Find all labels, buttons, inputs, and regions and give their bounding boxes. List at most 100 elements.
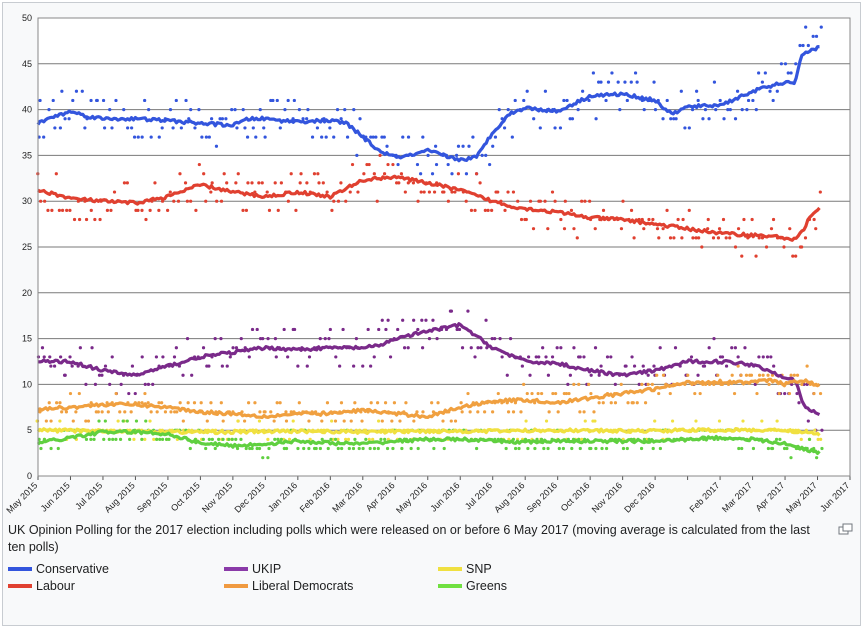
poll-dot [446,162,450,167]
poll-dot [263,410,267,414]
poll-dot [267,446,271,451]
poll-dot [604,98,608,103]
poll-dot [599,364,603,368]
poll-dot [432,190,437,194]
y-tick-label: 15 [22,334,32,344]
poll-dot [339,181,343,185]
poll-dot [114,391,118,396]
poll-dot [757,373,762,377]
poll-dot [279,181,283,185]
chart-container: 0 5 10 15 20 25 30 35 40 45 50 May 2015 Jun 2015 Jul… [4,13,851,515]
poll-dot [292,98,296,103]
poll-dot [213,446,217,451]
poll-dot [59,355,63,359]
poll-dot [572,346,576,350]
poll-dot [257,446,262,451]
poll-dot [39,199,43,203]
poll-dot [352,364,356,368]
poll-dot [160,401,164,405]
poll-dot [400,446,404,451]
poll-dot [703,108,708,112]
poll-dot [353,401,357,405]
poll-dot [442,446,446,451]
poll-dot [137,401,141,405]
poll-dot [317,181,321,185]
poll-dot [399,172,404,176]
poll-dot [296,364,300,368]
poll-dot [58,401,62,405]
poll-dot [209,117,214,121]
poll-dot [820,446,824,451]
poll-dot [736,227,741,231]
poll-dot [320,419,324,423]
poll-dot [716,236,721,240]
poll-dot [537,355,541,359]
poll-dot [427,337,432,341]
poll-dot [813,428,817,432]
poll-dot [108,382,112,386]
poll-dot [230,108,234,112]
poll-dot [265,190,269,194]
poll-dot [665,208,669,212]
poll-dot [544,355,548,359]
poll-dot [108,108,112,112]
x-tick-label: Aug 2015 [103,480,137,514]
poll-dot [794,62,798,66]
legend-item-liberal-democrats: Liberal Democrats [224,578,353,595]
poll-dot [811,34,815,38]
poll-dot [496,391,500,396]
poll-dot [239,337,243,341]
poll-dot [372,355,376,359]
poll-dot [441,419,445,423]
poll-dot [646,373,650,377]
poll-dot [42,135,46,139]
poll-dot [531,227,536,231]
series-line-greens [36,429,821,455]
poll-dot [455,153,459,157]
y-tick-label: 10 [22,379,32,389]
y-tick-label: 25 [22,242,32,252]
poll-dot [760,419,764,423]
poll-dot [511,190,516,194]
poll-dot [92,437,96,441]
poll-dot [535,437,539,441]
x-tick-label: May 2017 [784,480,819,515]
poll-dot [160,126,164,130]
poll-dot [652,364,656,368]
poll-dot [601,401,605,405]
poll-dot [557,446,561,451]
poll-dot [625,446,629,451]
poll-dot [751,98,755,103]
poll-dot [305,117,309,121]
poll-dot [806,43,810,48]
poll-dot [697,236,701,240]
poll-dot [377,327,381,332]
legend-label: UKIP [252,562,282,576]
poll-dot [397,181,401,185]
poll-dot [510,135,514,139]
poll-dot [430,172,435,176]
poll-dot [416,327,420,332]
enlarge-icon[interactable] [838,523,854,537]
poll-dot [286,355,290,359]
poll-dot [122,108,126,112]
poll-dot [642,437,646,441]
poll-dot [102,437,106,441]
poll-dot [255,327,259,332]
poll-dot [757,71,761,75]
legend-swatch-labour [8,583,32,588]
y-tick-label: 35 [22,150,32,160]
poll-dot [273,337,278,341]
poll-dot [71,98,75,103]
poll-dot [93,217,97,222]
poll-dot [347,446,351,451]
poll-dot [717,227,722,231]
poll-dot [164,437,169,441]
poll-dot [722,117,726,121]
poll-dot [95,98,99,103]
poll-dot [522,382,526,386]
poll-dot [716,373,720,377]
poll-dot [736,364,740,368]
poll-dot [244,208,249,212]
poll-dot [396,162,400,167]
